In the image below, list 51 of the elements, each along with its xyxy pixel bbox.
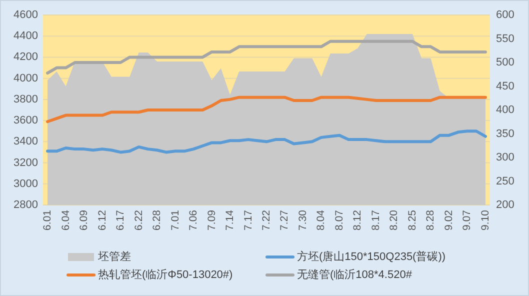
x-tick-label: 6.12	[96, 210, 108, 230]
y-tick-label: 4000	[14, 72, 38, 84]
legend-label: 无缝管(临沂108*4.520#	[297, 268, 413, 281]
y-tick-label: 3000	[14, 178, 38, 190]
legend-label: 热轧管坯(临沂Φ50-13020#)	[98, 268, 233, 281]
x-tick-label: 7.17	[242, 210, 254, 230]
x-tick-label: 6.09	[78, 210, 90, 230]
x-tick-label: 7.06	[188, 210, 200, 230]
y2-tick-label: 200	[496, 199, 514, 211]
y-tick-label: 3800	[14, 93, 38, 106]
legend-label: 坯管差	[97, 251, 131, 263]
y-tick-label: 2800	[14, 199, 38, 211]
x-tick-label: 8.12	[352, 210, 364, 230]
x-tick-label: 7.30	[296, 210, 309, 230]
x-tick-label: 8.20	[388, 210, 400, 230]
x-tick-label: 7.01	[169, 210, 182, 230]
y-tick-label: 3600	[14, 114, 38, 127]
y2-tick-label: 300	[496, 152, 514, 164]
x-tick-label: 6.28	[151, 210, 164, 230]
x-tick-label: 6.17	[114, 210, 127, 230]
y2-tick-label: 350	[496, 128, 514, 140]
line-series	[46, 96, 487, 124]
y2-tick-label: 250	[496, 175, 514, 188]
x-tick-label: 8.07	[333, 210, 346, 230]
y-tick-label: 3200	[14, 156, 38, 169]
y2-tick-label: 550	[496, 32, 514, 45]
line-series	[46, 130, 487, 154]
x-tick-label: 8.04	[315, 210, 328, 230]
x-tick-label: 9.10	[479, 210, 492, 230]
y-tick-label: 4400	[14, 30, 38, 42]
x-tick-label: 8.28	[424, 210, 437, 230]
x-tick-label: 6.04	[60, 210, 72, 230]
x-tick-label: 7.09	[206, 210, 218, 230]
line-series	[46, 40, 487, 75]
x-tick-label: 6.01	[42, 210, 54, 230]
x-tick-label: 8.25	[406, 210, 418, 230]
y-tick-label: 4200	[14, 51, 38, 64]
y-tick-label: 3400	[14, 136, 38, 148]
x-tick-label: 9.07	[461, 210, 474, 230]
y2-tick-label: 600	[496, 9, 514, 21]
y-tick-label: 4600	[14, 9, 38, 21]
x-tick-label: 7.14	[224, 210, 236, 230]
legend-label: 方坯(唐山150*150Q235(普碳))	[297, 250, 446, 263]
y2-tick-label: 450	[496, 80, 514, 92]
x-tick-label: 7.27	[278, 210, 291, 230]
x-tick-label: 8.17	[370, 210, 382, 230]
x-tick-label: 6.22	[132, 210, 145, 230]
x-tick-label: 9.02	[442, 210, 455, 230]
y2-tick-label: 500	[496, 56, 514, 68]
x-tick-label: 7.22	[260, 210, 272, 230]
y2-tick-label: 400	[496, 104, 514, 116]
